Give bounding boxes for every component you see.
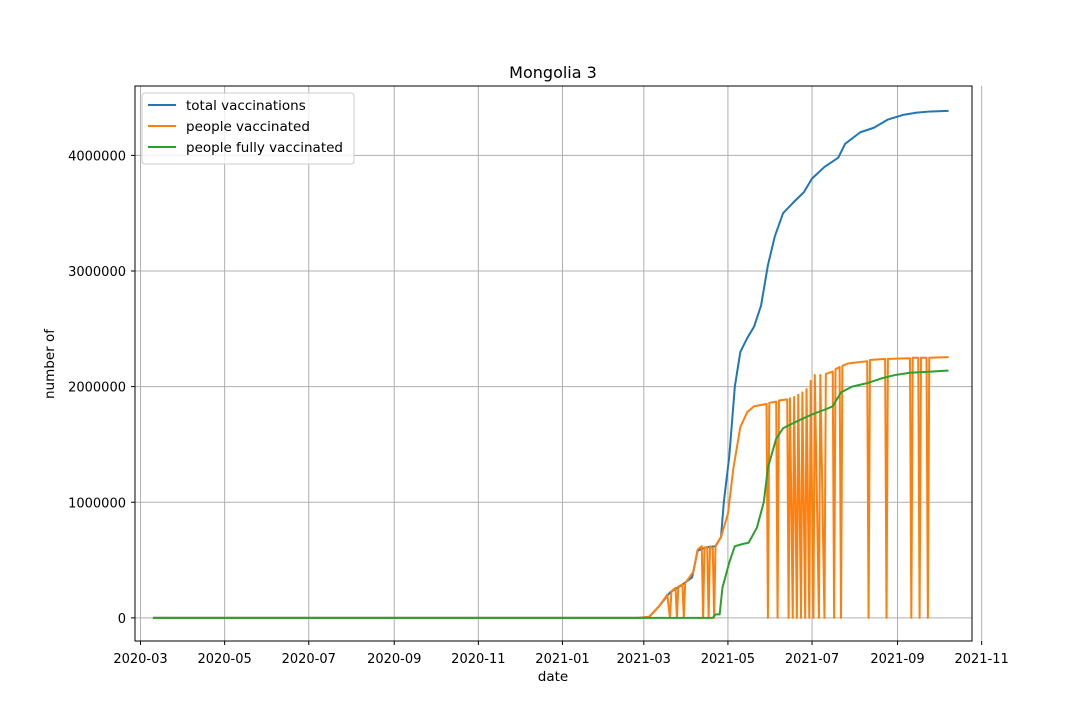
y-axis-label: number of (42, 328, 58, 399)
series-line-1 (152, 356, 949, 619)
y-tick-label: 3000000 (68, 265, 126, 280)
y-tick-label: 4000000 (68, 149, 126, 164)
x-tick-label: 2021-11 (954, 652, 1008, 667)
legend: total vaccinations people vaccinated peopl… (141, 92, 355, 165)
x-tick-label: 2021-09 (870, 652, 924, 667)
chart-title: Mongolia 3 (509, 63, 597, 82)
x-tick-label: 2021-05 (701, 652, 755, 667)
x-tick-label: 2020-05 (197, 652, 251, 667)
x-tick-label: 2020-11 (451, 652, 505, 667)
legend-label: total vaccinations (186, 98, 306, 114)
x-tick-label: 2021-01 (535, 652, 589, 667)
x-tick-label: 2020-07 (282, 652, 336, 667)
x-tick-label: 2020-09 (367, 652, 421, 667)
x-tick-label: 2020-03 (113, 652, 167, 667)
legend-label: people fully vaccinated (186, 140, 343, 156)
x-tick-label: 2021-07 (785, 652, 839, 667)
legend-label: people vaccinated (186, 119, 310, 135)
y-tick-label: 0 (118, 612, 126, 627)
series-line-2 (152, 369, 949, 619)
legend-box (141, 92, 355, 165)
y-tick-label: 1000000 (68, 496, 126, 511)
plot-frame (134, 85, 973, 642)
x-axis-ticks: 2020-03 2020-05 2020-07 2020-09 2020-11 2021-… (113, 641, 1009, 667)
x-tick-label: 2021-03 (617, 652, 671, 667)
y-tick-label: 2000000 (68, 381, 126, 396)
series-lines (152, 109, 949, 619)
x-axis-label: date (538, 669, 568, 685)
y-axis-ticks: 0 1000000 2000000 3000000 4000000 (68, 149, 135, 627)
